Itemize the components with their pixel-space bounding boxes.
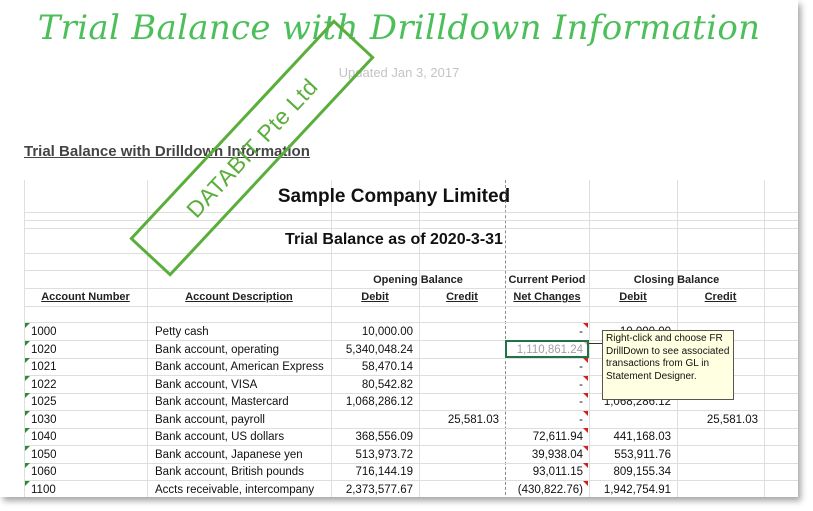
cell-closing-credit[interactable] [677,447,758,463]
section-heading-link[interactable]: Trial Balance with Drilldown Information [24,143,310,160]
cell-net-changes[interactable]: 93,011.15 [532,466,583,478]
cell-closing-credit[interactable] [677,482,758,498]
cell-closing-credit[interactable] [677,429,758,445]
cell-account-number[interactable]: 1020 [31,343,57,356]
cell-net-changes[interactable]: (430,822.76) [517,483,583,496]
cell-account-number[interactable]: 1040 [31,431,57,443]
cell-opening-debit[interactable]: 368,556.09 [355,431,413,443]
cell-opening-credit[interactable] [419,429,499,445]
cell-net-changes[interactable]: - [579,326,583,338]
green-corner-marker [25,323,30,328]
cell-opening-credit[interactable] [419,359,499,375]
header-account-description: Account Description [185,291,293,303]
cell-net-changes[interactable]: - [579,396,583,408]
green-corner-marker [25,393,30,398]
green-corner-marker [25,410,30,416]
comment-indicator [583,480,588,486]
cell-closing-debit[interactable]: 1,942,754.91 [603,483,671,496]
cell-opening-debit[interactable]: 5,340,048.24 [345,343,413,356]
green-corner-marker [25,358,30,363]
cell-closing-debit[interactable] [589,412,671,428]
green-corner-marker [25,445,30,451]
cell-closing-debit[interactable]: 809,155.34 [613,466,671,478]
comment-connector [589,343,603,344]
report-title: Trial Balance as of 2020-3-31 [285,231,503,248]
updated-date: Updated Jan 3, 2017 [338,65,460,80]
cell-net-changes[interactable]: - [579,361,583,373]
cell-opening-debit[interactable]: 10,000.00 [361,326,413,338]
comment-indicator [583,428,588,433]
header-account-number: Account Number [41,291,130,303]
cell-net-changes[interactable]: 72,611.94 [532,431,583,443]
cell-net-changes[interactable]: 39,938.04 [531,448,583,461]
green-corner-marker [25,375,30,381]
cell-opening-credit[interactable] [419,447,499,463]
header-current-period: Current Period [508,274,586,286]
cell-opening-credit[interactable] [419,342,499,358]
cell-opening-credit[interactable] [419,464,499,480]
green-corner-marker [25,428,30,433]
cell-comment-tooltip: Right-click and choose FR DrillDown to s… [602,330,734,400]
header-opening-debit: Debit [361,291,389,303]
cell-account-number[interactable]: 1000 [31,326,57,338]
cell-opening-debit[interactable]: 2,373,577.67 [345,483,413,496]
header-net-changes: Net Changes [513,291,581,303]
cell-account-number[interactable]: 1025 [31,396,57,408]
document-page: Trial Balance with Drilldown Information… [24,8,798,497]
green-corner-marker [25,480,30,486]
cell-opening-credit[interactable] [419,324,499,340]
cell-account-number[interactable]: 1100 [31,483,56,496]
cell-account-number[interactable]: 1022 [31,378,57,391]
cell-account-description[interactable]: Bank account, British pounds [155,466,304,478]
header-closing-balance: Closing Balance [633,274,720,286]
cell-account-description[interactable]: Bank account, Mastercard [155,396,289,408]
cell-account-description[interactable]: Bank account, payroll [155,413,265,426]
header-opening-credit: Credit [446,291,478,303]
green-corner-marker [25,340,30,346]
cell-opening-debit[interactable]: 80,542.82 [361,378,413,391]
cell-opening-credit[interactable]: 25,581.03 [447,413,499,426]
cell-account-number[interactable]: 1050 [31,448,57,461]
header-opening-balance: Opening Balance [373,274,463,286]
comment-indicator [583,358,588,363]
cell-opening-debit[interactable]: 1,068,286.12 [345,396,413,408]
cell-account-description[interactable]: Bank account, VISA [155,378,258,391]
cell-account-number[interactable]: 1060 [31,466,57,478]
company-name: Sample Company Limited [277,186,511,207]
selected-cell[interactable] [505,340,589,358]
cell-closing-debit[interactable]: 553,911.76 [614,448,671,461]
page-title: Trial Balance with Drilldown Information [37,8,761,48]
cell-opening-debit[interactable]: 716,144.19 [355,466,413,478]
cell-opening-credit[interactable] [419,394,499,410]
cell-account-description[interactable]: Bank account, American Express [155,361,324,373]
cell-opening-credit[interactable] [419,377,499,393]
cell-account-description[interactable]: Accts receivable, intercompany [155,483,315,496]
comment-indicator [583,410,588,416]
cell-account-description[interactable]: Bank account, operating [155,343,280,356]
comment-indicator [583,393,588,398]
cell-closing-credit[interactable] [677,464,758,480]
comment-indicator [583,323,588,328]
cell-opening-debit[interactable] [331,412,413,428]
cell-opening-debit[interactable]: 58,470.14 [361,361,413,373]
comment-indicator [583,463,588,468]
cell-account-number[interactable]: 1030 [31,413,57,426]
cell-account-number[interactable]: 1021 [31,361,57,373]
cell-net-changes[interactable]: - [579,413,583,426]
header-closing-debit: Debit [619,291,647,303]
green-corner-marker [25,463,30,468]
comment-indicator [583,445,588,451]
cell-opening-debit[interactable]: 513,973.72 [355,448,413,461]
cell-account-description[interactable]: Petty cash [155,326,209,338]
header-closing-credit: Credit [704,291,737,303]
cell-account-description[interactable]: Bank account, Japanese yen [155,448,303,461]
cell-account-description[interactable]: Bank account, US dollars [155,431,285,443]
cell-net-changes[interactable]: - [579,378,583,391]
cell-opening-credit[interactable] [419,482,499,498]
comment-indicator [583,375,588,381]
spreadsheet-image: Sample Company Limited Trial Balance as … [24,180,798,497]
cell-closing-credit[interactable]: 25,581.03 [706,413,758,426]
cell-closing-debit[interactable]: 441,168.03 [613,431,671,443]
